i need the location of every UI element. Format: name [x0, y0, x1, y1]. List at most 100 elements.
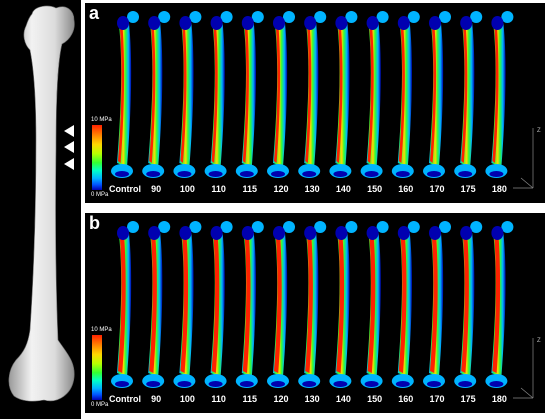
femur-stress-map: [329, 11, 358, 178]
trochanter: [429, 226, 441, 240]
angle-label: 90: [151, 184, 162, 194]
angle-label: 150: [367, 394, 383, 404]
high-stress-band: [461, 237, 469, 373]
femoral-head: [127, 221, 139, 233]
angle-label: 140: [335, 184, 351, 194]
angle-label: 120: [273, 184, 289, 194]
high-stress-band: [180, 27, 187, 163]
condyle-shade: [239, 381, 254, 387]
trochanter: [397, 226, 410, 240]
femoral-head: [158, 11, 171, 23]
femur-stress-map: [391, 221, 420, 388]
trochanter: [210, 226, 223, 240]
femur-stress-map: [142, 221, 171, 388]
femur-stress-map: [173, 11, 202, 178]
high-stress-band: [461, 27, 468, 163]
high-stress-band: [305, 237, 313, 373]
arrow-marker-icon: [64, 158, 74, 170]
angle-labels: Control 90 100 110 115 120 130 140 150 160 170 175 1…: [85, 183, 545, 197]
high-stress-band: [398, 237, 407, 373]
angle-labels: Control 90 100 110 115 120 130 140 150 160 170 175 1…: [85, 393, 545, 407]
panel-letter: a: [89, 3, 100, 23]
condyle-shade: [146, 381, 161, 387]
femur-stress-map: [204, 11, 233, 178]
femur-3d-model: [8, 5, 75, 402]
condyle-shade: [458, 171, 473, 177]
trochanter: [429, 16, 441, 30]
femoral-head: [345, 221, 358, 233]
stress-colorbar: [92, 125, 102, 190]
trochanter: [491, 16, 504, 30]
femur-stress-map: [360, 11, 389, 178]
condyle-shade: [271, 381, 285, 387]
femoral-head: [501, 11, 514, 23]
angle-label: 110: [211, 394, 226, 404]
femoral-head: [376, 11, 389, 23]
femoral-head: [376, 221, 389, 233]
high-stress-band: [149, 27, 156, 163]
angle-label: 100: [179, 184, 195, 194]
femur-stress-map: [298, 221, 327, 388]
trochanter: [117, 226, 129, 240]
angle-label: 110: [211, 184, 226, 194]
condyle-shade: [333, 171, 348, 177]
angle-label: Control: [109, 184, 141, 194]
high-stress-band: [211, 237, 220, 373]
femur-stress-map: [173, 221, 202, 388]
femoral-head: [283, 221, 295, 233]
angle-label: 180: [491, 184, 507, 194]
condyle-shade: [239, 171, 254, 177]
angle-label: 130: [304, 184, 320, 194]
trochanter: [148, 226, 161, 240]
condyle-shade: [395, 381, 410, 387]
femoral-head: [220, 221, 233, 233]
trochanter: [335, 16, 348, 30]
femoral-head: [345, 11, 358, 23]
angle-label: 170: [429, 394, 445, 404]
trochanter: [460, 16, 473, 30]
femoral-head: [220, 11, 233, 23]
condyle-shade: [395, 171, 410, 177]
condyle-shade: [177, 171, 192, 177]
high-stress-band: [492, 27, 499, 163]
trochanter: [241, 16, 254, 30]
femoral-head: [407, 221, 420, 233]
trochanter: [273, 16, 285, 30]
high-stress-band: [242, 237, 251, 373]
angle-label: 130: [304, 394, 320, 404]
trochanter: [491, 226, 504, 240]
femur-stress-map: [454, 11, 483, 178]
femur-stress-map: [391, 11, 420, 178]
femoral-head: [283, 11, 295, 23]
angle-label: 100: [179, 394, 195, 404]
condyle-shade: [115, 171, 129, 177]
fe-panel-a: a 10 MPa 0 MPa Control 90 100 110 115 120 130 1…: [85, 3, 545, 203]
trochanter: [460, 226, 473, 240]
trochanter: [304, 226, 317, 240]
femoral-head: [251, 221, 264, 233]
angle-label: 115: [242, 394, 258, 404]
high-stress-band: [336, 27, 343, 163]
femoral-head: [407, 11, 420, 23]
high-stress-band: [211, 27, 218, 163]
trochanter: [397, 16, 410, 30]
trochanter: [179, 16, 192, 30]
trochanter: [304, 16, 317, 30]
femur-stress-map: [360, 221, 389, 388]
arrow-marker-icon: [64, 141, 74, 153]
femoral-head: [189, 221, 202, 233]
femur-stress-map: [235, 221, 264, 388]
trochanter: [117, 16, 129, 30]
femur-stress-map: [454, 221, 483, 388]
femur-model-panel: [0, 0, 81, 419]
femoral-head: [158, 221, 171, 233]
condyle-shade: [208, 381, 223, 387]
angle-label: 175: [460, 394, 476, 404]
femur-stress-map: [485, 221, 514, 388]
condyle-shade: [208, 171, 223, 177]
femoral-head: [501, 221, 514, 233]
trochanter: [148, 16, 161, 30]
condyle-shade: [271, 171, 285, 177]
femur-stress-map: [111, 221, 139, 388]
axis-triad-icon: [513, 128, 534, 189]
